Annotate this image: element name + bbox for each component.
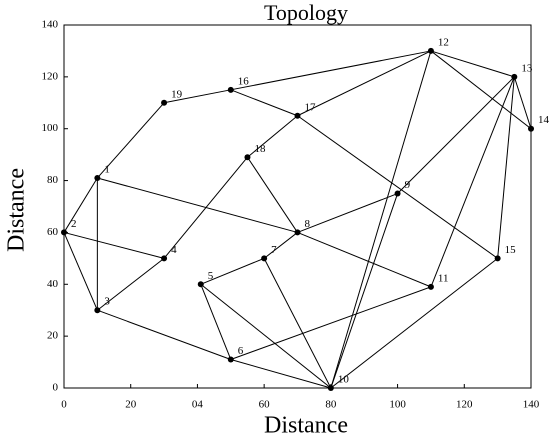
x-tick-label: 140 (523, 399, 540, 411)
edge (200, 284, 232, 360)
node-label: 17 (305, 101, 317, 113)
y-tick-label: 0 (53, 382, 59, 394)
node-label: 18 (254, 143, 266, 155)
node (427, 283, 434, 290)
node-label: 16 (238, 75, 250, 87)
edge (430, 76, 515, 288)
x-axis-label: Distance (264, 413, 348, 439)
node-label: 7 (271, 244, 277, 256)
edge (330, 193, 399, 389)
node (244, 154, 251, 161)
edge (230, 286, 432, 360)
node-label: 11 (438, 272, 449, 284)
y-tick-label: 120 (42, 70, 59, 82)
edge (200, 257, 265, 285)
node-label: 6 (238, 345, 244, 357)
node-label: 13 (521, 62, 533, 74)
x-tick-label: 0 (61, 399, 67, 411)
y-tick-label: 40 (47, 278, 59, 290)
node (294, 112, 301, 119)
node (427, 47, 434, 54)
node (261, 255, 268, 262)
node (197, 281, 204, 288)
y-tick-label: 20 (47, 330, 59, 342)
plot-frame (63, 24, 532, 389)
edge (397, 76, 515, 194)
edge (63, 231, 165, 259)
edge (297, 50, 432, 117)
edge (230, 50, 432, 91)
node (161, 99, 168, 106)
edge (247, 115, 298, 158)
edge (330, 257, 498, 389)
node (394, 190, 401, 197)
edge (430, 50, 532, 130)
edge (230, 358, 331, 389)
edge (430, 50, 515, 78)
node-label: 9 (405, 179, 411, 191)
chart-title: Topology (264, 0, 348, 25)
edge (497, 76, 515, 259)
node (294, 229, 301, 236)
edge (230, 89, 298, 117)
node-label: 10 (338, 374, 350, 386)
y-tick-label: 100 (42, 122, 59, 134)
node-label: 12 (438, 36, 449, 48)
x-tick-label: 20 (125, 399, 137, 411)
edge (263, 232, 298, 259)
node-label: 15 (505, 244, 516, 256)
node (161, 255, 168, 262)
edge (97, 177, 298, 233)
x-tick-label: 04 (192, 399, 204, 411)
edge (97, 309, 231, 360)
node-label: 3 (104, 296, 110, 308)
node-label: 8 (305, 218, 311, 230)
edge (96, 102, 165, 179)
edge (247, 156, 298, 233)
edge (163, 89, 231, 104)
node-label: 1 (104, 164, 110, 176)
node (494, 255, 501, 262)
node (227, 356, 234, 363)
node (94, 307, 101, 314)
y-tick-label: 80 (47, 174, 59, 186)
node (94, 174, 101, 181)
x-tick-label: 120 (456, 399, 473, 411)
y-tick-label: 60 (47, 226, 59, 238)
edge (63, 177, 98, 233)
node (227, 86, 234, 93)
node (511, 73, 518, 80)
node (61, 229, 67, 236)
node (327, 385, 334, 391)
edge (97, 257, 165, 311)
node-label: 4 (171, 244, 177, 256)
node-label: 5 (208, 270, 214, 282)
y-axis-label: Distance (4, 168, 30, 252)
edge (63, 232, 98, 311)
edge (297, 193, 398, 233)
y-tick-label: 140 (42, 19, 59, 31)
edge (513, 76, 532, 129)
edge (330, 50, 432, 389)
x-tick-label: 100 (389, 399, 406, 411)
node (528, 125, 534, 132)
node-label: 19 (171, 88, 183, 100)
x-tick-label: 80 (325, 399, 337, 411)
edge (163, 156, 248, 259)
node-label: 2 (71, 218, 77, 230)
edge (263, 258, 332, 389)
edge (200, 283, 332, 389)
node-label: 14 (538, 114, 550, 126)
edge (297, 231, 432, 288)
x-tick-label: 60 (259, 399, 271, 411)
edge (297, 115, 498, 259)
